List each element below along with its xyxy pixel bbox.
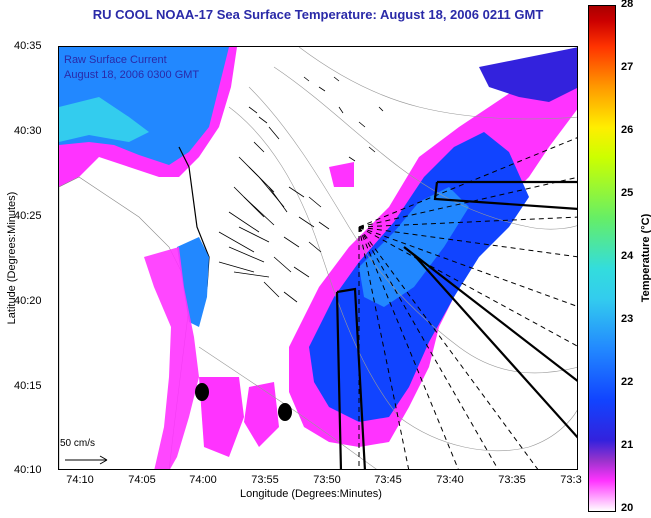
x-tick-label: 73:45	[374, 474, 402, 486]
colorbar-tick: 26	[621, 124, 634, 136]
channel-edge	[144, 247, 199, 469]
temperature-colorbar	[588, 5, 616, 512]
colorbar-tick: 27	[621, 61, 634, 73]
current-vectors	[218, 76, 384, 303]
colorbar-tick: 20	[621, 502, 634, 514]
y-tick-label: 40:15	[14, 380, 42, 392]
scale-arrow	[65, 455, 108, 465]
x-tick-label: 73:50	[313, 474, 341, 486]
y-tick-label: 40:30	[14, 125, 42, 137]
x-tick-label: 73:55	[251, 474, 279, 486]
y-tick-label: 40:10	[14, 464, 42, 476]
buoy-marker-east	[278, 403, 292, 421]
colorbar-tick: 28	[621, 0, 634, 10]
x-tick-label: 73:3	[560, 474, 582, 486]
sst-map-canvas	[59, 47, 577, 469]
colorbar-tick: 25	[621, 187, 634, 199]
sst-map	[58, 46, 578, 470]
colorbar-tick: 22	[621, 376, 634, 388]
patch-south-2	[244, 382, 279, 447]
y-tick-label: 40:35	[14, 40, 42, 52]
channel-water	[177, 237, 209, 327]
plume-north-tip	[479, 47, 577, 102]
patch-north	[329, 162, 354, 187]
colorbar-tick: 24	[621, 250, 634, 262]
colorbar-tick: 21	[621, 439, 634, 451]
overlay-current-date: August 18, 2006 0300 GMT	[64, 69, 200, 81]
y-tick-label: 40:20	[14, 295, 42, 307]
x-tick-label: 73:35	[498, 474, 526, 486]
patch-south-1	[199, 377, 244, 457]
transect-outlines	[335, 180, 577, 469]
x-tick-label: 74:10	[66, 474, 94, 486]
scale-label: 50 cm/s	[60, 438, 96, 449]
colorbar-title: Temperature (°C)	[640, 213, 651, 303]
x-tick-label: 73:40	[436, 474, 464, 486]
x-tick-label: 74:05	[128, 474, 156, 486]
map-title: RU COOL NOAA-17 Sea Surface Temperature:…	[92, 7, 544, 22]
y-tick-label: 40:25	[14, 210, 42, 222]
x-tick-label: 74:00	[189, 474, 217, 486]
overlay-current-label: Raw Surface Current	[64, 54, 167, 66]
buoy-marker-west	[195, 383, 209, 401]
colorbar-tick: 23	[621, 313, 634, 325]
bay-cyan	[59, 97, 149, 142]
x-axis-label: Longitude (Degrees:Minutes)	[240, 488, 382, 500]
y-axis-label: Latitude (Degrees:Minutes)	[6, 191, 18, 325]
